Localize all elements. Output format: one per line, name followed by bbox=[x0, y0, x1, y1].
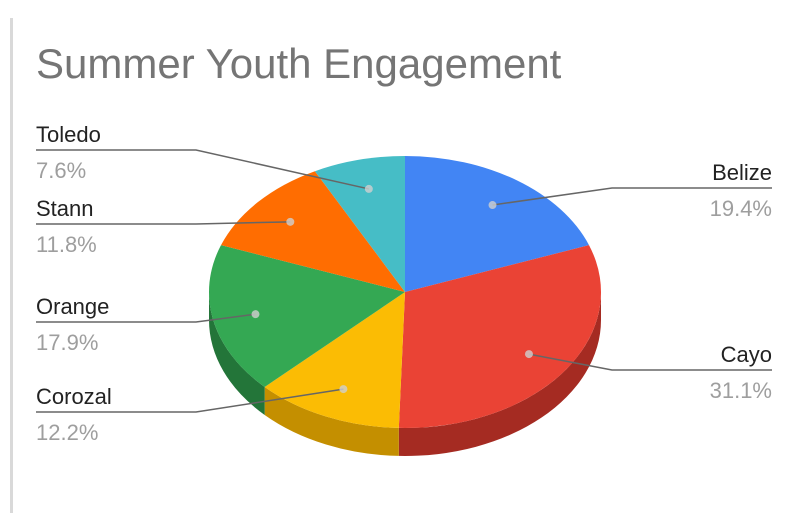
pie-slice-orange bbox=[208, 245, 405, 387]
value-label-orange: 17.9% bbox=[36, 330, 98, 355]
leader-line-orange bbox=[36, 313, 256, 323]
leader-line-cayo bbox=[528, 353, 772, 371]
value-label-cayo: 31.1% bbox=[710, 378, 772, 403]
pie-labels: Belize 19.4% Cayo 31.1% Corozal 12.2% Orange 17… bbox=[36, 122, 772, 445]
left-divider bbox=[10, 18, 13, 513]
value-label-belize: 19.4% bbox=[710, 196, 772, 221]
pie-side-cayo bbox=[398, 292, 601, 456]
leader-dot-toledo bbox=[364, 184, 373, 193]
pie-slice-stann bbox=[221, 171, 405, 292]
leader-line-stann bbox=[36, 221, 291, 225]
pie-slice-toledo bbox=[314, 156, 405, 292]
pie-slices bbox=[208, 156, 601, 428]
pie-slice-corozal bbox=[264, 292, 405, 428]
label-orange: Orange bbox=[36, 294, 109, 319]
value-label-corozal: 12.2% bbox=[36, 420, 98, 445]
leader-dot-corozal bbox=[339, 385, 348, 394]
leader-dot-belize bbox=[488, 201, 497, 210]
label-toledo: Toledo bbox=[36, 122, 101, 147]
label-corozal: Corozal bbox=[36, 384, 112, 409]
leader-dot-stann bbox=[286, 217, 295, 226]
leader-line-belize bbox=[492, 187, 772, 206]
value-label-toledo: 7.6% bbox=[36, 158, 86, 183]
chart-title: Summer Youth Engagement bbox=[36, 40, 562, 87]
leader-line-corozal bbox=[36, 388, 344, 413]
leader-line-toledo bbox=[36, 149, 370, 190]
leader-dot-orange bbox=[251, 310, 260, 319]
label-stann: Stann bbox=[36, 196, 94, 221]
leader-dot-cayo bbox=[524, 350, 533, 359]
label-belize: Belize bbox=[712, 160, 772, 185]
pie-side-walls bbox=[209, 292, 601, 456]
label-cayo: Cayo bbox=[721, 342, 772, 367]
value-label-stann: 11.8% bbox=[36, 232, 97, 257]
pie-side-corozal bbox=[264, 386, 399, 456]
pie-side-orange bbox=[209, 292, 265, 415]
pie-slice-belize bbox=[405, 156, 589, 292]
pie-slice-cayo bbox=[398, 245, 601, 428]
